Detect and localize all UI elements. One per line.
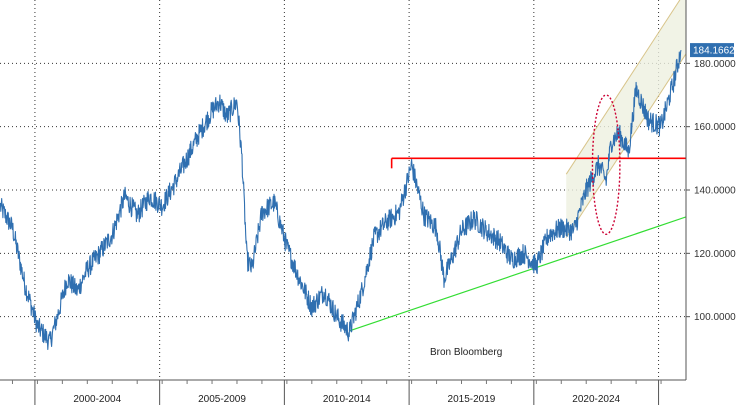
x-tick-label: 2000-2004 [73,394,121,405]
y-tick-label: 180.0000 [694,59,736,70]
annotations [349,0,686,332]
y-tick-label: 160.0000 [694,122,736,133]
trend-channel-fill [566,0,686,238]
x-tick-label: 2015-2019 [448,394,496,405]
series-line [0,49,682,351]
x-tick-label: 2020-2024 [572,394,620,405]
x-tick-labels: 2000-2004 2005-2009 2010-2014 2015-2019 2020… [11,380,662,405]
last-value-badge: 184.1662 [690,43,735,58]
last-value-box [690,43,734,58]
series-layer [0,49,682,351]
y-tick-label: 100.0000 [694,312,736,323]
x-tick-label: 2010-2014 [323,394,371,405]
last-value-label: 184.1662 [693,46,735,57]
y-tick-label: 140.0000 [694,186,736,197]
source-note: Bron Bloomberg [430,347,502,358]
support-trendline [349,216,686,332]
highlight-ellipse [591,94,621,236]
y-tick-label: 120.0000 [694,249,736,260]
trend-channel-upper [565,0,681,175]
y-tick-labels: 100.0000 120.0000 140.0000 160.0000 180.0000 [686,59,736,323]
x-tick-label: 2005-2009 [198,394,246,405]
